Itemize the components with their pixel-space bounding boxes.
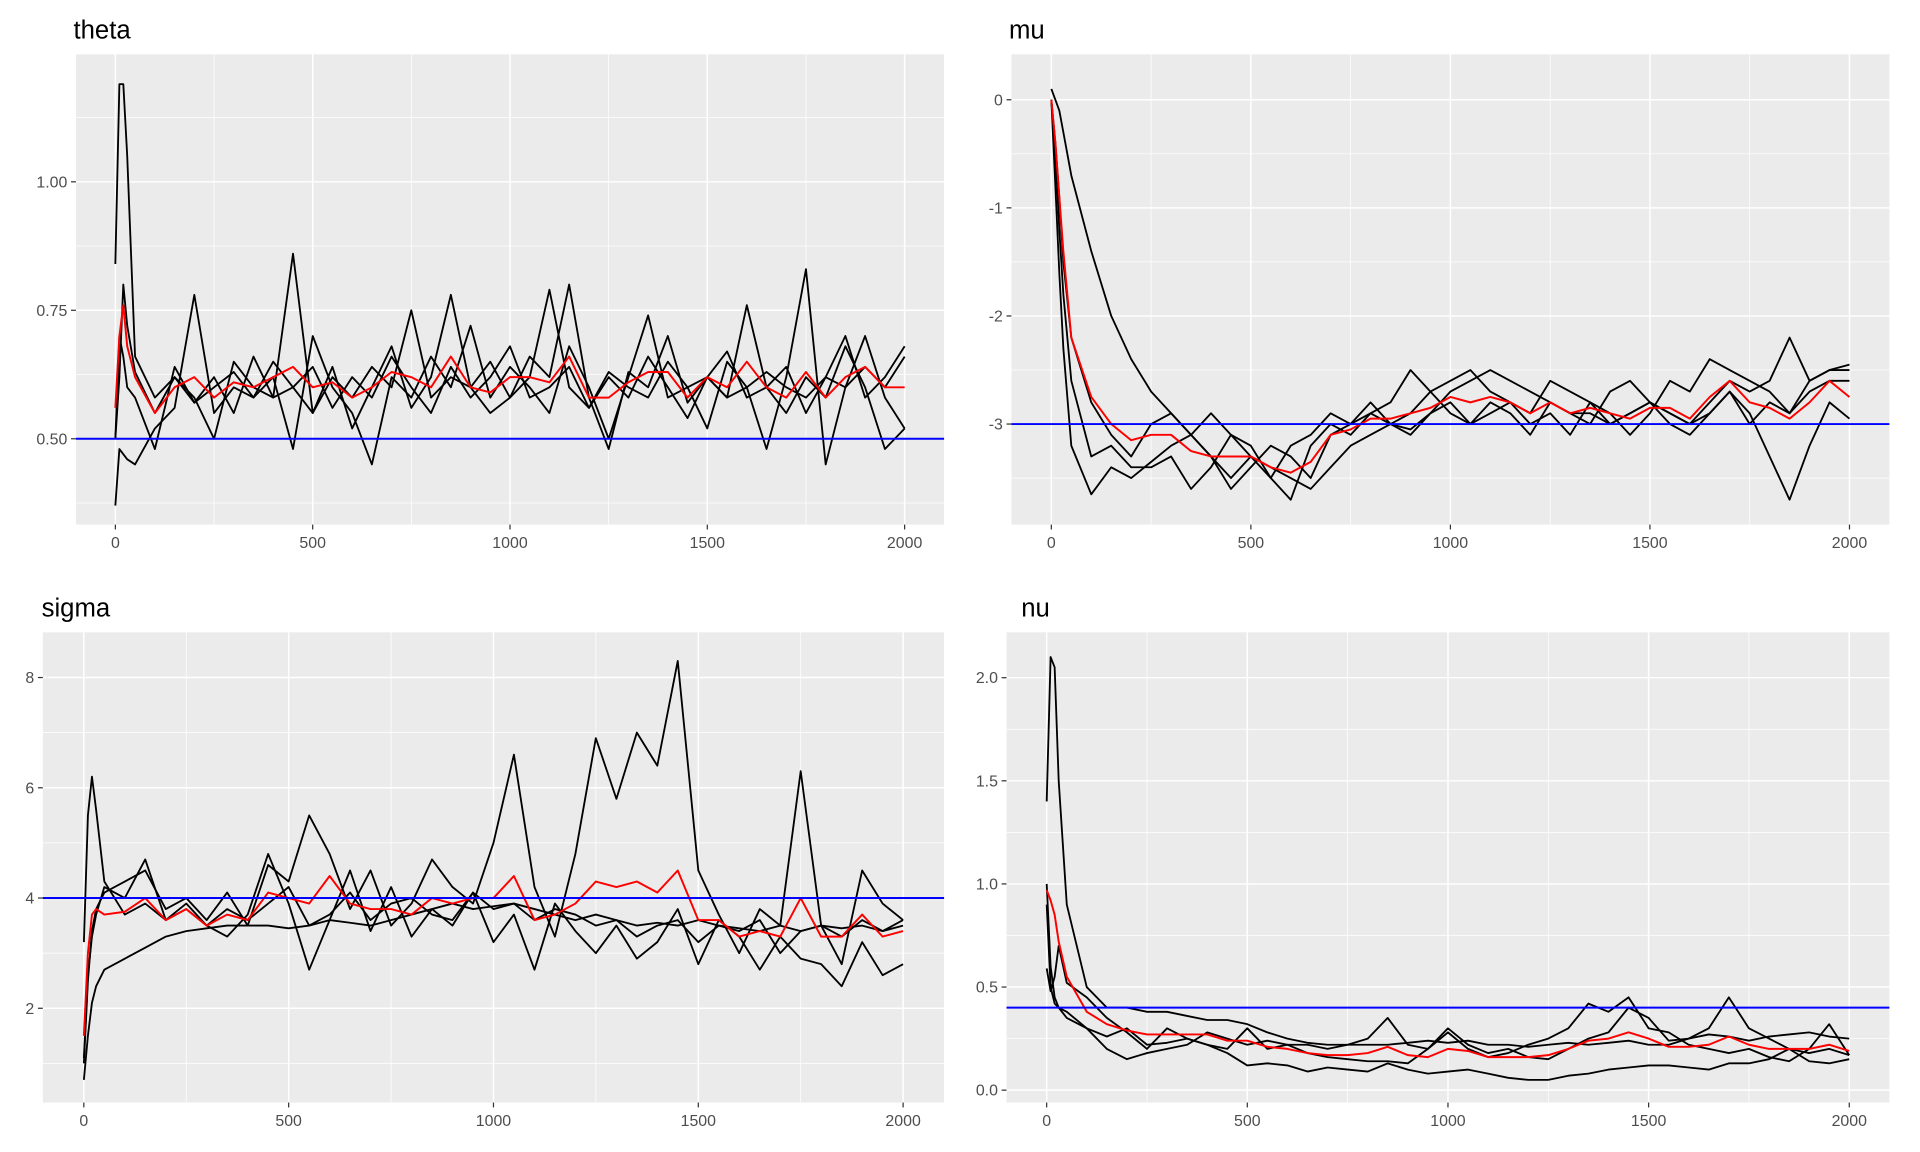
y-tick-label: -2 [989,308,1003,325]
x-tick-label: 2000 [1832,535,1868,552]
chain-trace-line [82,902,904,1080]
y-tick-label: 0.0 [976,1083,998,1100]
y-tick-label: 2 [25,1001,34,1018]
chain-trace-line [1050,88,1851,501]
x-tick-label: 0 [1047,535,1056,552]
y-tick-label: -1 [989,200,1003,217]
y-tick-label: 0.50 [36,431,67,448]
chain-trace-line [1050,99,1850,496]
x-tick-label: 500 [1238,535,1265,552]
chain-trace-line [114,252,906,450]
y-tick-label: 4 [25,891,34,908]
panel-nu: nu 0 500 1000 1500 2000 0.0 0.5 1.0 1.5 2.0 [976,594,1890,1130]
y-tick-label: 6 [25,780,34,797]
x-tick-label: 2000 [885,1113,921,1130]
panel-title: nu [1021,594,1050,622]
chain-trace-line [1045,883,1850,1061]
x-tick-label: 1000 [1433,535,1469,552]
panel-mu: mu 0 500 1000 1500 2000 0 -1 -2 -3 [989,16,1890,552]
x-tick-label: 1000 [1430,1113,1466,1130]
x-tick-label: 500 [1234,1113,1261,1130]
x-tick-label: 0 [1042,1113,1051,1130]
y-tick-label: 2.0 [976,670,998,687]
x-tick-label: 1000 [492,535,528,552]
mean-trace-line [114,304,905,414]
x-tick-label: 2000 [1832,1113,1868,1130]
y-tick-label: 0.5 [976,980,998,997]
y-tick-label: 0.75 [36,303,67,320]
chain-trace-line [82,660,904,1064]
y-tick-label: 0 [994,92,1003,109]
panel-theta: theta 0 500 1000 1500 2000 0.50 0.75 1.00 [36,16,945,552]
y-tick-label: 8 [25,670,34,687]
x-tick-label: 1500 [1632,535,1668,552]
panel-title: mu [1009,16,1045,44]
y-tick-label: 1.5 [976,773,998,790]
chain-trace-line [1050,99,1850,490]
x-tick-label: 1000 [476,1113,512,1130]
x-tick-label: 1500 [1631,1113,1667,1130]
x-tick-label: 0 [111,535,120,552]
x-tick-label: 1500 [690,535,726,552]
x-tick-label: 2000 [887,535,923,552]
mean-trace-line [1045,889,1850,1059]
x-tick-label: 500 [275,1113,302,1130]
panel-title: theta [73,16,131,44]
y-tick-label: -3 [989,417,1003,434]
mean-trace-line [1050,99,1851,474]
chain-trace-line [114,335,906,450]
x-tick-label: 1500 [681,1113,717,1130]
panel-title: sigma [42,594,111,622]
x-tick-label: 0 [79,1113,88,1130]
x-tick-label: 500 [299,535,326,552]
y-tick-label: 1.0 [976,876,998,893]
y-tick-label: 1.00 [36,174,67,191]
chain-trace-line [1045,944,1850,1081]
panel-sigma: sigma 0 500 1000 1500 2000 2 4 6 8 [25,594,945,1130]
mean-trace-line [82,869,904,1036]
